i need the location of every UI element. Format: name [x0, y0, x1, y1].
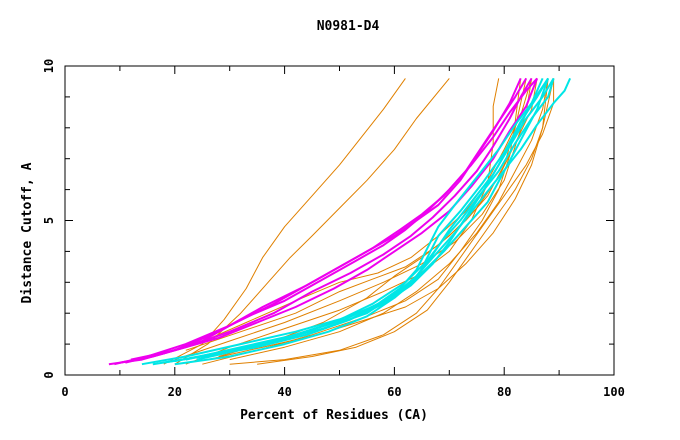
series-line-cyan-6 — [196, 77, 572, 361]
y-tick-label: 0 — [42, 371, 56, 378]
y-tick-label: 10 — [42, 59, 56, 73]
series-line-magenta-3 — [119, 77, 533, 364]
series-line-cyan-7 — [174, 77, 549, 366]
y-tick-label: 5 — [42, 217, 56, 224]
series-line-orange-1 — [163, 78, 406, 365]
series-line-orange-7 — [257, 78, 555, 365]
y-axis-label: Distance Cutoff, A — [20, 162, 35, 303]
series-line-magenta-5 — [130, 78, 539, 361]
x-axis-label: Percent of Residues (CA) — [240, 408, 428, 423]
x-tick-label: 100 — [603, 385, 625, 399]
x-tick-label: 80 — [497, 385, 511, 399]
series-line-magenta-2 — [108, 77, 522, 366]
x-tick-label: 20 — [168, 385, 182, 399]
series-line-cyan-1 — [141, 78, 550, 366]
series-line-magenta-4 — [125, 77, 538, 364]
series-line-orange-2 — [174, 78, 450, 365]
tick-layer: 0 20 40 60 80 100 0 5 10 — [42, 59, 625, 399]
series-line-orange-12 — [229, 78, 555, 365]
series-line-cyan-5 — [185, 77, 549, 361]
x-tick-label: 40 — [277, 385, 291, 399]
chart-title: N0981-D4 — [317, 19, 380, 34]
series-line-cyan-4 — [174, 78, 555, 363]
series-line-orange-8 — [196, 78, 533, 345]
series-line-orange-10 — [185, 78, 527, 351]
series-layer — [108, 77, 572, 366]
x-tick-label: 0 — [61, 385, 68, 399]
x-tick-label: 60 — [387, 385, 401, 399]
series-line-orange-6 — [229, 78, 549, 361]
